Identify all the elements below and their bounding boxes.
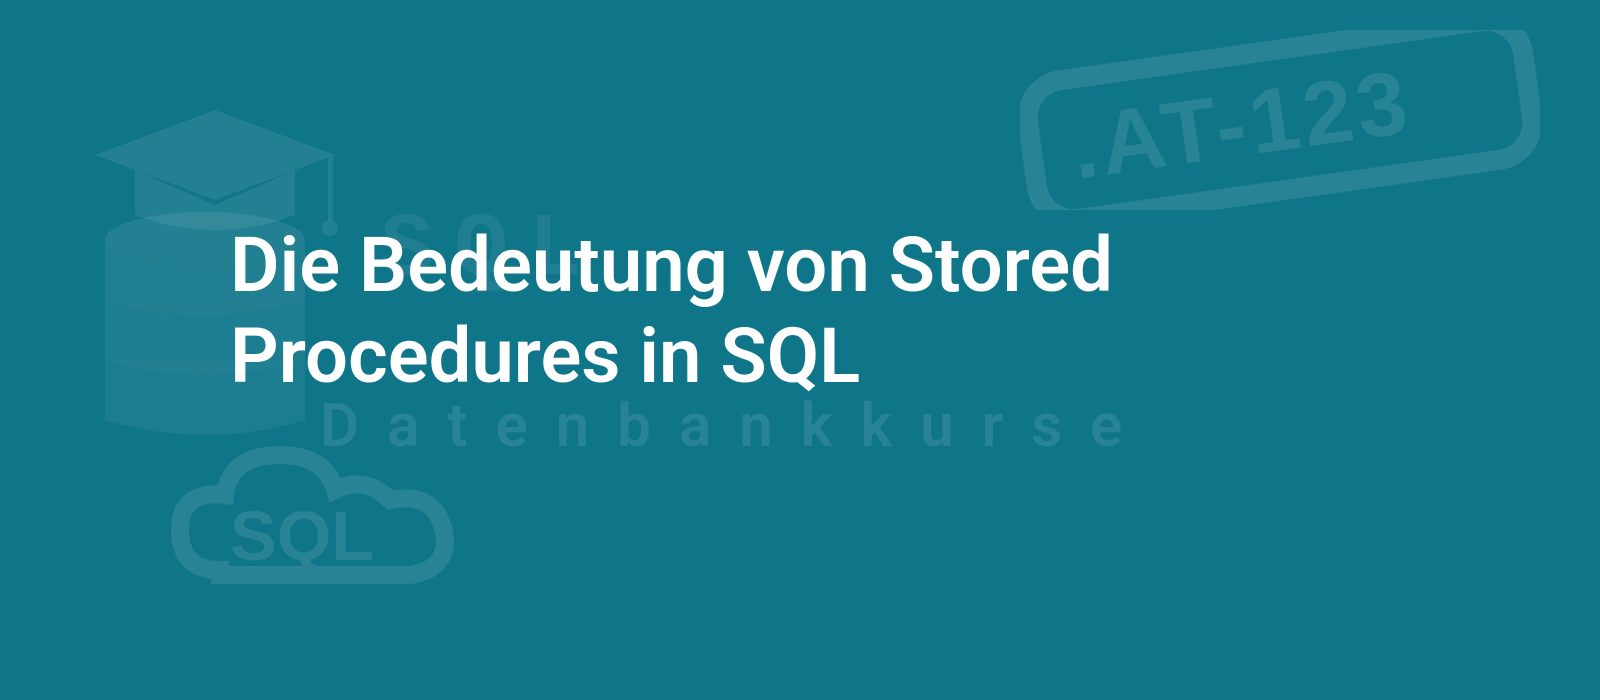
sql-cloud-icon: SQL <box>150 430 470 644</box>
svg-text:SQL: SQL <box>230 497 374 575</box>
page-title: Die Bedeutung von Stored Procedures in S… <box>230 220 1330 402</box>
at-123-badge: .AT-123 <box>1020 30 1540 214</box>
